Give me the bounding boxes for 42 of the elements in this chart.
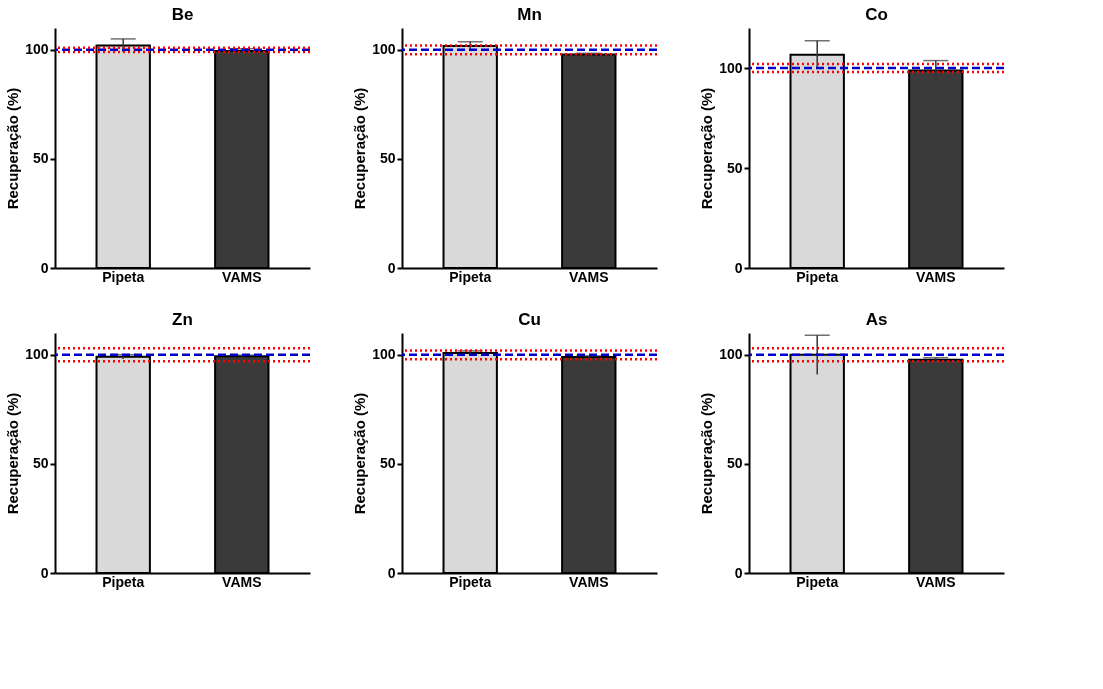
y-tick-label: 100 — [372, 41, 396, 58]
x-tick-label: VAMS — [916, 573, 956, 590]
x-tick-label: Pipeta — [102, 268, 145, 285]
y-tick-label: 100 — [372, 346, 396, 363]
y-tick-label: 50 — [32, 150, 49, 167]
x-tick-label: VAMS — [222, 268, 262, 285]
y-tick-label: 50 — [379, 455, 396, 472]
chart-title: Zn — [172, 310, 193, 329]
chart-title: Mn — [517, 5, 542, 24]
chart-title: As — [865, 310, 888, 329]
y-tick-label: 0 — [734, 564, 743, 581]
y-tick-label: 100 — [719, 346, 743, 363]
x-tick-label: Pipeta — [796, 268, 839, 285]
x-tick-label: VAMS — [569, 268, 609, 285]
x-tick-label: Pipeta — [449, 268, 492, 285]
chart-title: Cu — [518, 310, 541, 329]
y-axis-title: Recuperação (%) — [351, 87, 369, 210]
x-tick-label: Pipeta — [449, 573, 492, 590]
x-tick-label: Pipeta — [796, 573, 839, 590]
y-tick-label: 0 — [387, 564, 396, 581]
chart-title: Be — [171, 5, 194, 24]
y-tick-label: 100 — [719, 59, 743, 76]
chart-title: Co — [865, 5, 888, 24]
x-tick-label: Pipeta — [102, 573, 145, 590]
y-tick-label: 50 — [726, 455, 743, 472]
x-tick-label: VAMS — [916, 268, 956, 285]
y-tick-label: 0 — [40, 259, 49, 276]
y-axis-title: Recuperação (%) — [4, 87, 22, 210]
y-axis-title: Recuperação (%) — [351, 392, 369, 515]
y-tick-label: 0 — [40, 564, 49, 581]
y-axis-title: Recuperação (%) — [4, 392, 22, 515]
y-tick-label: 100 — [25, 346, 49, 363]
y-tick-label: 0 — [387, 259, 396, 276]
x-tick-label: VAMS — [222, 573, 262, 590]
y-tick-label: 100 — [25, 41, 49, 58]
y-axis-title: Recuperação (%) — [698, 392, 716, 515]
y-tick-label: 50 — [726, 159, 743, 176]
y-axis-title: Recuperação (%) — [698, 87, 716, 210]
y-tick-label: 50 — [379, 150, 396, 167]
y-tick-label: 50 — [32, 455, 49, 472]
y-tick-label: 0 — [734, 259, 743, 276]
x-tick-label: VAMS — [569, 573, 609, 590]
